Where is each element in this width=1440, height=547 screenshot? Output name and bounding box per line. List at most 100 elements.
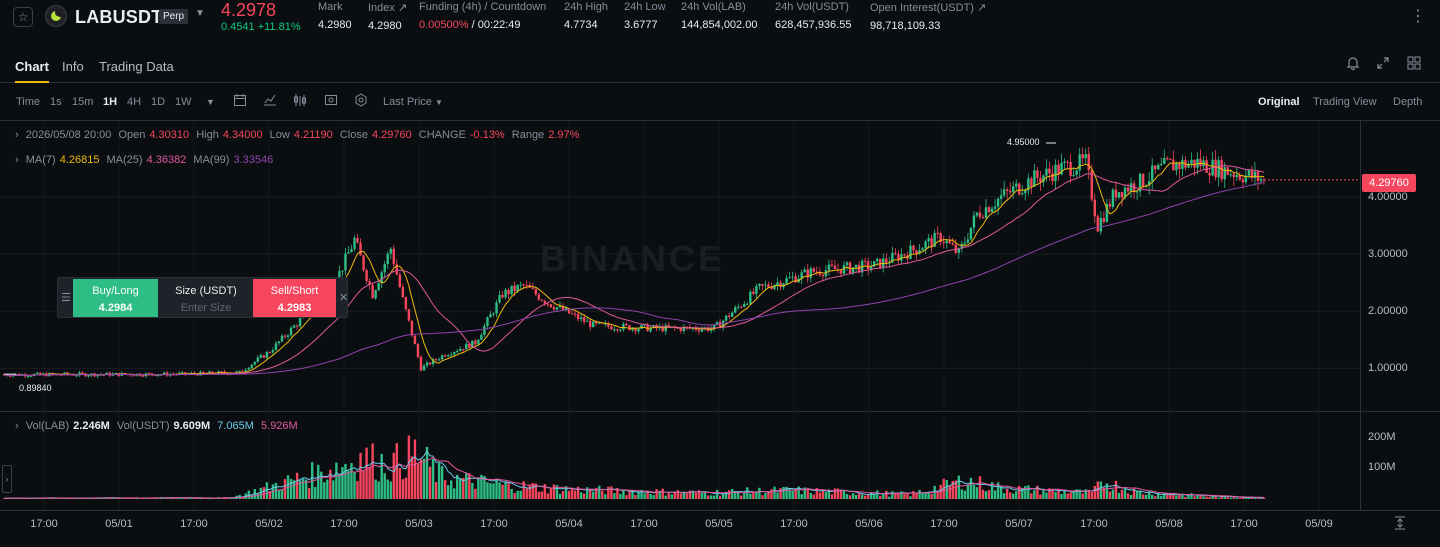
ma25-value: 4.36382 [146,154,187,166]
candle-body [1214,159,1217,178]
interval-15m[interactable]: 15m [72,96,94,108]
template-icon[interactable] [324,93,338,110]
volume-bar [679,493,683,499]
candle-body [1138,173,1142,192]
volume-bar [851,493,855,499]
volume-bar [558,493,562,499]
calendar-icon[interactable] [233,93,247,110]
volume-bar [564,486,568,499]
candle-body [471,340,474,348]
candle-body [1060,162,1063,175]
candle-body [483,325,486,335]
candle-body [1039,177,1042,183]
volume-bar [891,491,894,499]
volume-bar [295,472,299,499]
volume-bar [885,490,888,499]
volume-bar [987,490,991,499]
tab-trading-data[interactable]: Trading Data [99,59,174,74]
candle-body [241,370,244,372]
indicator-icon[interactable] [263,93,277,110]
volume-bar [782,487,785,499]
interval-dropdown-icon[interactable]: ▼ [206,97,215,107]
interval-1h[interactable]: 1H [103,96,118,108]
candle-body [667,325,670,328]
volume-bar [468,473,471,499]
price-type-select[interactable]: Last Price ▼ [383,96,443,108]
volume-bar [712,495,716,499]
tab-info[interactable]: Info [62,59,84,74]
volume-bar [830,494,834,499]
candle-body [921,248,924,251]
candle-body [978,212,982,218]
chevron-right-icon[interactable]: › [15,420,19,432]
candle-body [818,271,822,275]
size-input[interactable]: Size (USDT) Enter Size [162,279,250,317]
candle-body [341,270,344,272]
candle-body [401,286,405,298]
chevron-right-icon[interactable]: › [15,129,19,141]
symbol-name[interactable]: LABUSDT [75,7,163,27]
volume-bar [854,494,858,499]
candle-body [211,371,214,374]
star-icon[interactable]: ☆ [13,7,33,27]
settings-icon[interactable] [354,93,368,110]
volume-bar [601,490,604,499]
volume-bar [1241,497,1245,499]
expand-panel-icon[interactable]: › [2,465,12,493]
volume-bar [873,493,876,499]
candle-body [876,258,879,262]
x-tick-label: 17:00 [780,518,808,530]
candle-body [26,376,30,378]
x-tick-label: 17:00 [480,518,508,530]
x-tick-label: 05/09 [1305,518,1333,530]
candle-body [265,352,269,358]
stat-label: 24h High [564,1,609,13]
candle-body [1051,173,1054,182]
candle-body [1054,164,1057,182]
candle-body [598,322,601,324]
view-trading-view[interactable]: Trading View [1313,96,1377,108]
volume-bar [827,489,831,499]
interval-1s[interactable]: 1s [50,96,62,108]
interval-1d[interactable]: 1D [151,96,166,108]
chevron-right-icon[interactable]: › [15,154,19,166]
volume-bar [1012,493,1015,499]
chevron-down-icon[interactable]: ▼ [195,8,205,19]
sell-short-button[interactable]: Sell/Short 4.2983 [253,279,336,317]
volume-bar [477,477,480,499]
candle-body [262,355,266,358]
grid-icon[interactable] [1406,55,1422,75]
expand-icon[interactable] [1375,55,1391,75]
candle-body [359,242,362,256]
volume-bar [1138,491,1142,499]
stat-open-interest[interactable]: Open Interest(USDT) ↗ 98,718,109.33 [870,1,986,32]
tab-chart[interactable]: Chart [15,59,49,83]
view-depth[interactable]: Depth [1393,96,1423,108]
candle-body [833,265,837,270]
bell-icon[interactable] [1345,55,1361,75]
view-original[interactable]: Original [1258,96,1300,108]
volume-bar [193,498,196,499]
more-icon[interactable]: ⋮ [1410,8,1426,25]
stat-index[interactable]: Index ↗ 4.2980 [368,1,407,32]
interval-4h[interactable]: 4H [127,96,142,108]
candle-type-icon[interactable] [293,93,307,110]
fit-range-icon[interactable] [1393,516,1407,533]
candle-body [280,335,284,342]
buy-long-button[interactable]: Buy/Long 4.2984 [73,279,158,317]
candle-body [344,253,347,271]
drag-handle-icon[interactable]: ☰ [61,292,71,304]
volume-bar [42,498,45,499]
volume-bar [706,495,710,499]
close-icon[interactable]: ✕ [339,292,349,304]
ma7-line [3,162,1265,377]
candle-body [244,369,247,372]
interval-1w[interactable]: 1W [175,96,192,108]
candle-body [81,372,84,374]
volume-bar [573,490,577,499]
volume-bar [51,498,54,499]
candle-body [975,212,979,216]
divider [0,411,1440,412]
volume-bar [655,489,658,499]
